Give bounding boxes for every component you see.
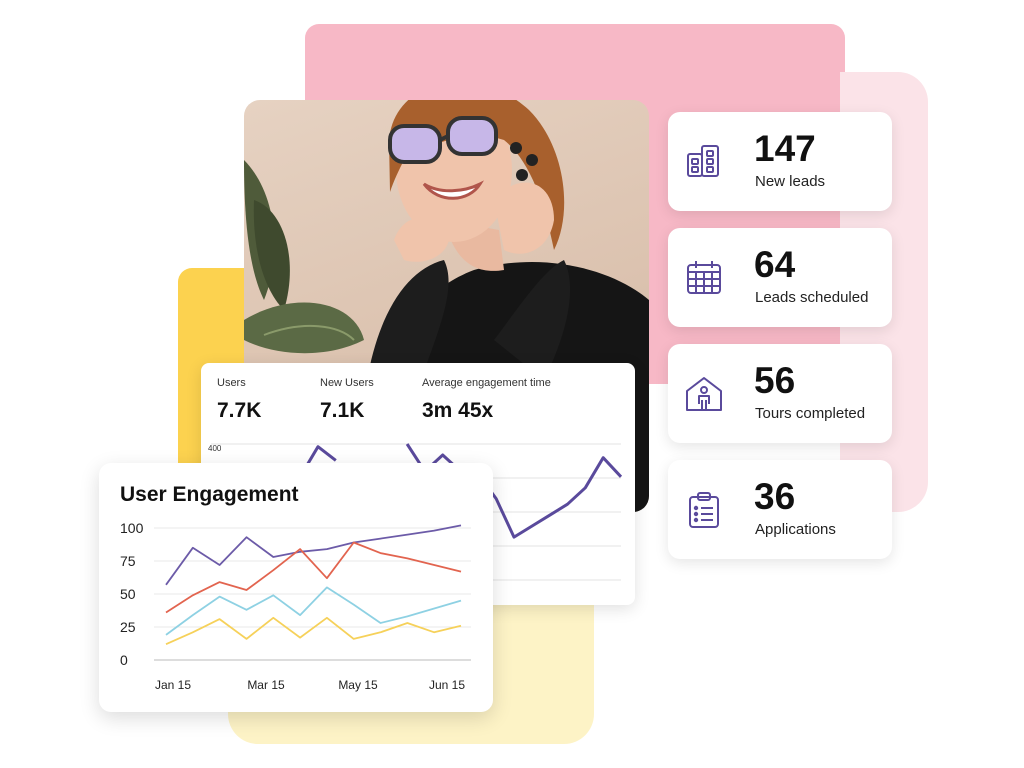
stat-label: Applications [755,521,836,538]
stat-value: 64 [754,244,796,285]
y-tick-label: 25 [120,619,136,635]
x-tick-label: May 15 [338,678,378,692]
metric-label-new-users: New Users [320,377,374,389]
stat-card-tours-completed: 56 Tours completed [668,344,892,443]
y-tick-label: 0 [120,652,128,668]
y-tick-label: 50 [120,586,136,602]
metric-value-engagement-time: 3m 45x [422,399,494,422]
y-tick-label: 100 [120,520,144,536]
user-engagement-line-chart: 0 25 50 75 100 Jan 15 Mar 15 May 15 Jun 15 [120,520,471,692]
calendar-icon [687,261,721,294]
y-tick-label: 400 [208,444,222,453]
series-line [165,524,462,586]
metric-value-new-users: 7.1K [320,399,365,422]
stat-value: 56 [754,360,796,401]
stat-label: New leads [755,173,826,190]
metric-label-engagement-time: Average engagement time [422,377,551,389]
stat-label: Tours completed [755,405,866,422]
stat-value: 147 [754,128,816,169]
user-engagement-card: User Engagement 0 25 50 75 100 Jan 15 Mar 15 Ma… [99,463,493,712]
metric-value-users: 7.7K [217,399,262,422]
metric-label-users: Users [217,377,246,389]
building-icon [687,145,719,177]
series-line [165,541,462,614]
stat-card-leads-scheduled: 64 Leads scheduled [668,228,892,327]
x-tick-label: Jun 15 [429,678,465,692]
house-person-icon [686,377,722,411]
stat-card-new-leads: 147 New leads [668,112,892,211]
y-tick-label: 75 [120,553,136,569]
series-line [165,586,462,636]
x-tick-label: Mar 15 [247,678,285,692]
stat-label: Leads scheduled [755,289,869,306]
stat-card-applications: 36 Applications [668,460,892,559]
series-line [165,616,462,646]
x-tick-label: Jan 15 [155,678,191,692]
clipboard-icon [689,492,719,528]
chart-title: User Engagement [120,483,299,506]
stat-value: 36 [754,476,796,517]
